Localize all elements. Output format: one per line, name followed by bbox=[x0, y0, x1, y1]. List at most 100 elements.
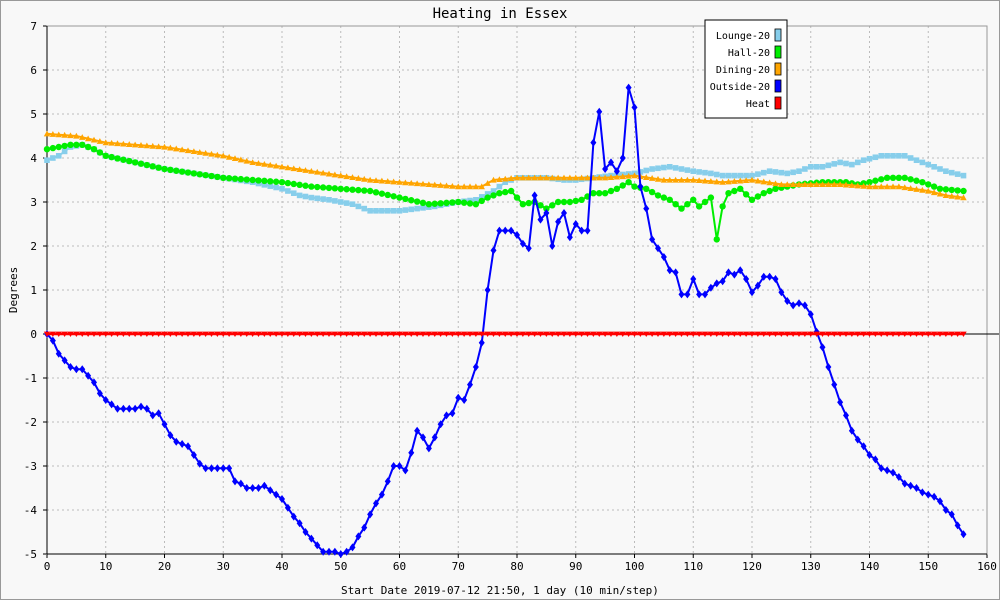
heat-point bbox=[737, 331, 744, 337]
dining-20-point bbox=[596, 174, 603, 181]
outside-20-point bbox=[525, 244, 532, 253]
dining-20-point bbox=[255, 160, 262, 166]
outside-20-point bbox=[373, 499, 379, 508]
outside-20-point bbox=[907, 481, 914, 490]
heat-point bbox=[513, 331, 521, 337]
lounge-20-point bbox=[496, 183, 503, 190]
hall-20-point bbox=[519, 201, 527, 208]
legend-label-lounge-20: Lounge-20 bbox=[716, 31, 770, 42]
heat-point bbox=[408, 331, 415, 337]
heat-point bbox=[760, 331, 767, 337]
heat-point bbox=[196, 331, 203, 337]
heat-point bbox=[302, 331, 309, 337]
hall-20-point bbox=[143, 161, 151, 169]
lounge-20-point bbox=[367, 208, 373, 214]
y-tick-label: 1 bbox=[30, 284, 37, 297]
lounge-20-point bbox=[784, 170, 791, 177]
dining-20-point bbox=[560, 174, 568, 181]
outside-20-point bbox=[96, 389, 103, 398]
hall-20-point bbox=[549, 202, 556, 209]
y-tick-label: -2 bbox=[24, 416, 37, 429]
outside-20-point bbox=[766, 272, 773, 281]
heat-point bbox=[331, 331, 339, 337]
heat-point bbox=[789, 331, 797, 337]
lounge-20-point bbox=[954, 171, 961, 177]
heat-point bbox=[766, 331, 773, 337]
dining-20-point bbox=[249, 159, 256, 165]
lounge-20-point bbox=[649, 166, 655, 172]
outside-20-point bbox=[690, 275, 697, 283]
dining-20-point bbox=[114, 140, 121, 147]
tick-labels: 0 10 20 30 40 50 60 70 80 90 100 110 120 130 140 150 160… bbox=[24, 20, 997, 573]
heat-point bbox=[907, 331, 914, 337]
lounge-20-point bbox=[860, 157, 867, 163]
hall-20-point bbox=[278, 179, 286, 186]
dining-20-point bbox=[807, 181, 814, 187]
lounge-20-point bbox=[666, 164, 673, 170]
hall-20-point bbox=[208, 172, 215, 180]
dining-20-point bbox=[149, 142, 156, 149]
outside-20-point bbox=[237, 479, 244, 488]
hall-20-point bbox=[243, 176, 250, 183]
hall-20-point bbox=[596, 190, 603, 197]
dining-20-point bbox=[120, 140, 127, 147]
dining-20-point bbox=[895, 183, 903, 190]
dining-20-point bbox=[731, 178, 738, 184]
hall-20-point bbox=[919, 179, 926, 186]
hall-20-point bbox=[490, 192, 497, 199]
hall-20-point bbox=[478, 197, 485, 205]
hall-20-point bbox=[343, 186, 350, 193]
outside-20-point bbox=[743, 275, 750, 283]
heat-point bbox=[178, 331, 186, 337]
outside-20-point bbox=[449, 409, 456, 418]
heat-point bbox=[372, 331, 380, 337]
dining-20-point bbox=[660, 176, 668, 183]
outside-20-point bbox=[437, 420, 444, 429]
dining-20-point bbox=[554, 174, 562, 181]
lounge-20-point bbox=[896, 153, 902, 159]
hall-20-point bbox=[67, 141, 74, 148]
heat-point bbox=[925, 331, 932, 337]
legend-label-hall-20: Hall-20 bbox=[728, 48, 770, 59]
dining-20-point bbox=[778, 181, 785, 187]
dining-20-point bbox=[825, 181, 832, 187]
heat-point bbox=[654, 331, 662, 337]
legend: Lounge-20 Hall-20 Dining-20 Outside-20 Heat bbox=[704, 19, 788, 119]
lounge-20-point bbox=[502, 179, 509, 185]
x-tick-label: 10 bbox=[99, 560, 112, 573]
heat-point bbox=[43, 331, 51, 337]
outside-20-point bbox=[367, 510, 374, 519]
hall-20-point bbox=[84, 143, 92, 151]
hall-20-point bbox=[460, 199, 468, 206]
dining-20-point bbox=[96, 138, 104, 144]
lounge-20-point bbox=[678, 166, 685, 172]
dining-20-point bbox=[872, 183, 879, 190]
heat-point bbox=[590, 331, 597, 337]
hall-20-point bbox=[361, 187, 368, 194]
outside-20-point bbox=[796, 299, 802, 308]
dining-20-point bbox=[789, 181, 797, 187]
heat-point bbox=[778, 331, 785, 337]
outside-20-point bbox=[320, 547, 327, 556]
dining-20-point bbox=[408, 179, 415, 186]
outside-20-point bbox=[772, 275, 779, 283]
hall-20-point bbox=[748, 196, 756, 203]
heat-point bbox=[284, 331, 292, 337]
heat-point bbox=[948, 331, 955, 337]
dining-20-point bbox=[537, 174, 544, 181]
outside-20-point bbox=[807, 310, 814, 319]
lounge-20-point bbox=[332, 198, 338, 204]
lounge-20-point bbox=[672, 165, 679, 171]
series-heat bbox=[43, 331, 967, 337]
hall-20-point bbox=[513, 194, 521, 201]
hall-20-point bbox=[249, 176, 256, 184]
outside-20-point bbox=[578, 226, 585, 235]
hall-20-point bbox=[196, 171, 203, 178]
hall-20-point bbox=[120, 156, 127, 163]
outside-20-point bbox=[308, 534, 315, 543]
heat-point bbox=[936, 331, 944, 337]
hall-20-point bbox=[607, 187, 615, 195]
heat-point bbox=[143, 331, 151, 337]
hall-20-point bbox=[701, 198, 709, 206]
hall-20-point bbox=[319, 184, 327, 191]
